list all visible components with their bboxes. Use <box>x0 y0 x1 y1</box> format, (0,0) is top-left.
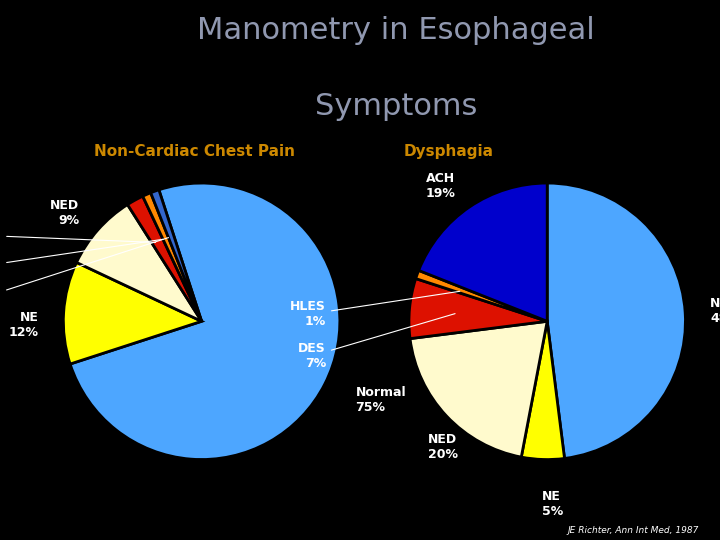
Text: NE
5%: NE 5% <box>542 490 563 518</box>
Wedge shape <box>70 183 340 460</box>
Text: NED
20%: NED 20% <box>428 433 459 461</box>
Wedge shape <box>547 183 685 458</box>
Wedge shape <box>415 271 547 321</box>
Wedge shape <box>410 321 547 457</box>
Text: Normal
48%: Normal 48% <box>710 297 720 325</box>
Text: NE
12%: NE 12% <box>9 311 39 339</box>
Wedge shape <box>150 190 202 321</box>
Text: HLES
1%: HLES 1% <box>290 291 460 328</box>
Text: DES: DES <box>0 229 156 242</box>
Text: NED
9%: NED 9% <box>50 199 79 227</box>
Text: ACH
19%: ACH 19% <box>426 172 456 200</box>
Text: HLES: HLES <box>0 239 163 273</box>
Wedge shape <box>76 205 202 321</box>
Wedge shape <box>409 279 547 339</box>
Text: Normal
75%: Normal 75% <box>356 386 406 414</box>
Text: Manometry in Esophageal: Manometry in Esophageal <box>197 16 595 45</box>
Wedge shape <box>521 321 564 460</box>
Text: Dysphagia: Dysphagia <box>403 144 493 159</box>
Text: JE Richter, Ann Int Med, 1987: JE Richter, Ann Int Med, 1987 <box>567 525 698 535</box>
Wedge shape <box>127 196 202 321</box>
Wedge shape <box>418 183 547 321</box>
Text: Non-Cardiac Chest Pain: Non-Cardiac Chest Pain <box>94 144 294 159</box>
Text: ACH: ACH <box>0 238 168 303</box>
Wedge shape <box>63 262 202 364</box>
Text: DES
7%: DES 7% <box>298 314 455 370</box>
Text: Symptoms: Symptoms <box>315 92 477 121</box>
Wedge shape <box>143 193 202 321</box>
